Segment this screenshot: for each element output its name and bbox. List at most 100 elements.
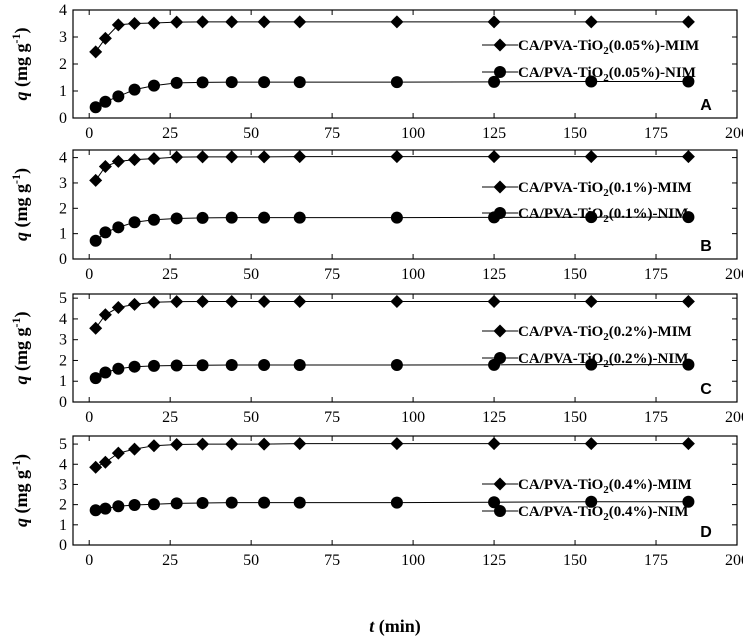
data-point [258, 76, 271, 89]
panels-group: 025507510012515017520001234CA/PVA-TiO2(0… [9, 2, 743, 569]
x-tick-label: 100 [401, 266, 425, 283]
data-point [170, 359, 183, 372]
data-point [196, 359, 209, 372]
data-point [111, 154, 125, 168]
y-tick-label: 2 [59, 497, 67, 514]
y-tick-label: 3 [59, 476, 67, 493]
legend-marker [494, 207, 506, 219]
data-point [147, 152, 161, 166]
data-point [488, 496, 501, 509]
y-tick-label: 4 [59, 456, 67, 473]
data-point [128, 360, 141, 373]
data-point [257, 150, 271, 164]
x-tick-label: 25 [162, 552, 178, 569]
data-point [390, 76, 403, 89]
data-point [111, 446, 125, 460]
x-tick-label: 25 [162, 409, 178, 426]
data-point [89, 321, 103, 335]
legend-label: CA/PVA-TiO2(0.2%)-MIM [518, 324, 692, 343]
x-tick-label: 0 [85, 125, 93, 142]
data-point [293, 496, 306, 509]
data-point [170, 212, 183, 225]
x-axis-unit: (min) [374, 616, 421, 637]
data-point [128, 297, 142, 311]
data-point [681, 294, 695, 308]
data-point [147, 359, 160, 372]
x-tick-label: 25 [162, 266, 178, 283]
y-tick-label: 0 [59, 251, 67, 268]
x-tick-label: 175 [644, 552, 668, 569]
x-tick-label: 75 [324, 266, 340, 283]
x-tick-label: 175 [644, 409, 668, 426]
x-tick-label: 100 [401, 409, 425, 426]
legend-marker [494, 352, 506, 364]
y-tick-label: 4 [59, 311, 67, 328]
data-point [487, 15, 501, 29]
data-point [98, 159, 112, 173]
plot-frame [72, 149, 738, 260]
x-tick-label: 200 [725, 409, 743, 426]
y-tick-label: 1 [59, 373, 67, 390]
data-point [147, 79, 160, 92]
x-tick-label: 175 [644, 125, 668, 142]
data-point [98, 308, 112, 322]
data-point [196, 150, 210, 164]
data-point [147, 213, 160, 226]
data-point [147, 439, 161, 453]
y-tick-label: 2 [59, 352, 67, 369]
data-point [170, 15, 184, 29]
data-point [98, 455, 112, 469]
data-point [170, 150, 184, 164]
data-point [585, 211, 598, 224]
data-point [170, 437, 184, 451]
data-point [89, 504, 102, 517]
data-point [128, 83, 141, 96]
data-point [225, 211, 238, 224]
plot-frame [72, 9, 738, 119]
legend-marker [494, 66, 506, 78]
data-point [196, 437, 210, 451]
x-tick-label: 100 [401, 125, 425, 142]
data-point [112, 90, 125, 103]
data-point [147, 498, 160, 511]
y-tick-label: 1 [59, 83, 67, 100]
data-point [390, 496, 403, 509]
x-tick-label: 50 [243, 409, 259, 426]
y-axis-title: q (mg g-1) [9, 312, 32, 385]
panel-a: 0 25 50 75 100 125 150 175 200 0 1 2 3 4 CA/PVA-TiO2(0… [9, 2, 743, 142]
data-point [390, 150, 404, 164]
x-tick-label: 75 [324, 409, 340, 426]
data-point [111, 301, 125, 314]
data-point [196, 211, 209, 224]
y-axis-title: q (mg g-1) [9, 454, 32, 527]
data-point [257, 294, 271, 308]
data-point [112, 221, 125, 234]
data-point [258, 211, 271, 224]
x-tick-label: 150 [563, 266, 587, 283]
series-line [95, 443, 689, 468]
data-point [584, 15, 598, 29]
data-point [89, 173, 103, 187]
data-point [99, 502, 112, 515]
x-tick-label: 50 [243, 125, 259, 142]
x-tick-label: 125 [482, 409, 506, 426]
x-tick-label: 0 [85, 552, 93, 569]
plot-frame [72, 435, 738, 546]
data-point [681, 150, 695, 164]
x-tick-label: 150 [563, 125, 587, 142]
y-tick-label: 3 [59, 332, 67, 349]
data-point [170, 497, 183, 510]
data-point [128, 153, 142, 167]
legend-label: CA/PVA-TiO2(0.4%)-NIM [518, 504, 688, 523]
data-point [225, 15, 239, 29]
y-tick-label: 0 [59, 110, 67, 127]
x-tick-label: 200 [725, 125, 743, 142]
data-point [170, 76, 183, 89]
data-point [196, 294, 210, 308]
data-point [390, 294, 404, 308]
y-tick-label: 5 [59, 436, 67, 453]
legend-label: CA/PVA-TiO2(0.4%)-MIM [518, 477, 692, 496]
data-point [390, 15, 404, 29]
data-point [293, 294, 307, 308]
data-point [293, 437, 307, 451]
